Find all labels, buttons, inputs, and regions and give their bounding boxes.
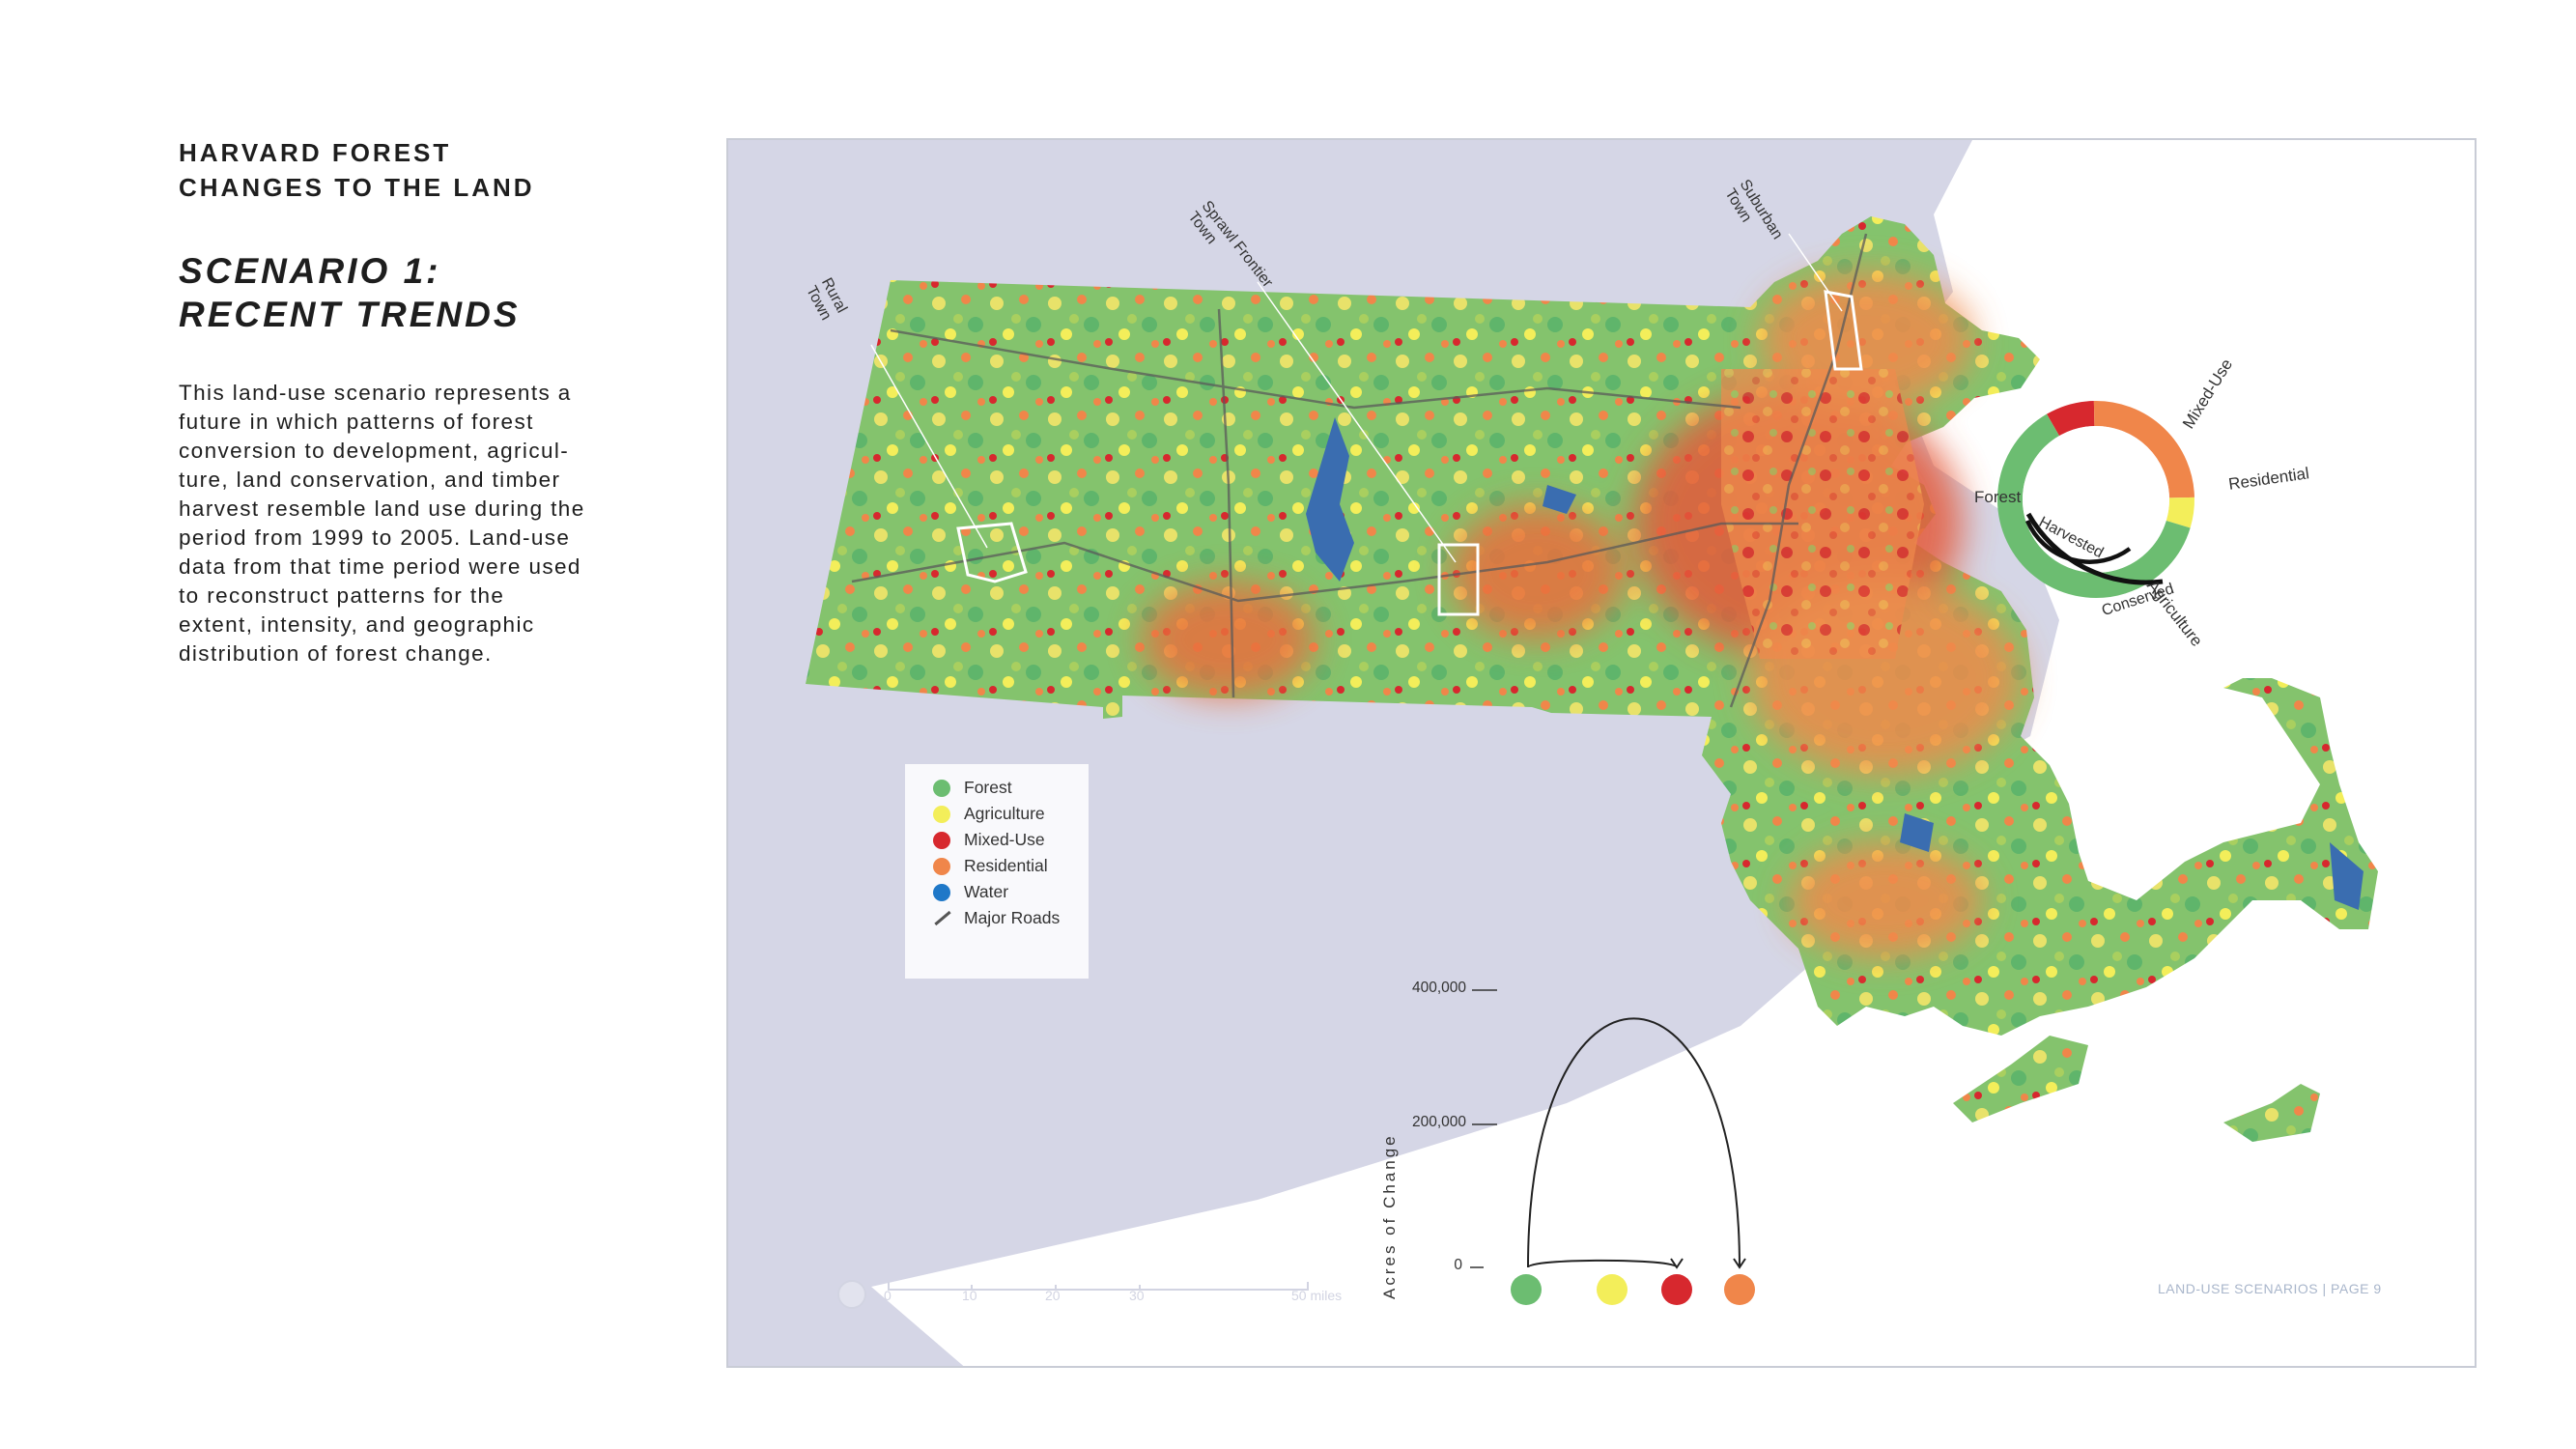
flow-dot-residential xyxy=(1724,1274,1755,1305)
island-marthas-vineyard xyxy=(1953,1036,2088,1122)
legend-item-water: Water xyxy=(933,879,1008,905)
legend-label: Residential xyxy=(964,856,1048,875)
description-line: This land-use scenario represents a xyxy=(179,381,572,405)
scale-bar xyxy=(837,1280,1309,1309)
tick-label-400000: 400,000 xyxy=(1411,980,1466,996)
legend-item-mixed-use: Mixed-Use xyxy=(933,827,1045,853)
map-legend: Forest Agriculture Mixed-Use Residential… xyxy=(905,764,1089,979)
flow-axis-title: Acres of Change xyxy=(1380,1133,1399,1299)
island-nantucket xyxy=(2223,1084,2320,1142)
scale-label-50: 50 miles xyxy=(1291,1288,1343,1303)
water-cape xyxy=(2330,842,2364,910)
residential-swatch-icon xyxy=(933,857,950,875)
forest-swatch-icon xyxy=(933,779,950,797)
urban-area-springfield xyxy=(1142,582,1316,697)
ring-chart xyxy=(1997,401,2194,598)
description-line: distribution of forest change. xyxy=(179,641,493,666)
flow-dots xyxy=(1511,1274,1755,1305)
ring-segment-agriculture xyxy=(2166,497,2194,528)
description-line: ture, land conservation, and timber xyxy=(179,468,561,492)
road-line-icon xyxy=(934,910,951,926)
suburban-callout-line xyxy=(1788,233,1843,312)
legend-item-agriculture: Agriculture xyxy=(933,801,1045,827)
reservoir-quabbin xyxy=(1306,417,1354,582)
scenario-line-1: SCENARIO 1: xyxy=(179,251,441,291)
ring-segment-residential xyxy=(2093,401,2194,498)
legend-label: Major Roads xyxy=(964,908,1061,927)
map-frame: Forest Agriculture Mixed-Use Residential… xyxy=(726,138,2477,1368)
scale-label-0: 0 xyxy=(884,1288,892,1303)
ring-center xyxy=(2023,426,2169,573)
flow-marks xyxy=(1527,1017,1746,1269)
flow-arc-forest-to-residential xyxy=(1527,1017,1741,1268)
description-line: conversion to development, agricul- xyxy=(179,439,570,463)
description-line: period from 1999 to 2005. Land-use xyxy=(179,526,571,550)
agriculture-swatch-icon xyxy=(933,805,950,823)
urban-area-southeast xyxy=(1789,842,1982,958)
flow-arrowhead-icon xyxy=(1670,1258,1684,1269)
road-i91 xyxy=(1217,308,1235,698)
legend-item-residential: Residential xyxy=(933,853,1048,879)
mixed-use-swatch-icon xyxy=(933,831,950,849)
legend-label: Mixed-Use xyxy=(964,830,1045,849)
road-i95 xyxy=(1729,233,1868,708)
flow-dot-mixed-use xyxy=(1661,1274,1692,1305)
scale-label-10: 10 xyxy=(962,1288,977,1303)
suburban-town-boundary xyxy=(1824,290,1863,371)
description-line: to reconstruct patterns for the xyxy=(179,583,505,608)
description-line: data from that time period were used xyxy=(179,554,581,579)
scale-label-20: 20 xyxy=(1045,1288,1061,1303)
legend-label: Water xyxy=(964,882,1009,901)
scenario-title: SCENARIO 1: RECENT TRENDS xyxy=(179,249,521,336)
description-line: future in which patterns of forest xyxy=(179,410,534,434)
page-heading: HARVARD FOREST CHANGES TO THE LAND xyxy=(179,135,535,205)
description-line: extent, intensity, and geographic xyxy=(179,612,535,637)
tick-label-200000: 200,000 xyxy=(1411,1114,1466,1130)
road-mass-pike xyxy=(851,522,1798,603)
sprawl-town-boundary xyxy=(1437,543,1480,616)
urban-area-worcester xyxy=(1451,504,1625,639)
road-route-2 xyxy=(890,328,1741,410)
sprawl-callout-line xyxy=(1257,281,1457,563)
legend-label: Forest xyxy=(964,778,1012,797)
scenario-line-2: RECENT TRENDS xyxy=(179,295,521,334)
title-line-1: HARVARD FOREST xyxy=(179,138,452,167)
title-line-2: CHANGES TO THE LAND xyxy=(179,173,535,202)
flow-dot-forest xyxy=(1511,1274,1542,1305)
flow-arc-forest-to-mixed-use xyxy=(1527,1259,1678,1268)
north-arrow-icon xyxy=(837,1280,866,1309)
reservoir-wachusett xyxy=(1543,485,1576,514)
rural-callout-line xyxy=(870,344,988,549)
legend-label: Agriculture xyxy=(964,804,1045,823)
conserved-arc xyxy=(2025,512,2164,585)
rural-town-boundary xyxy=(956,522,1028,583)
land-use-region xyxy=(806,216,2378,1036)
flow-chart xyxy=(1470,989,1755,1305)
water-swatch-icon xyxy=(933,883,950,901)
flow-arrowhead-icon xyxy=(1733,1258,1746,1269)
ring-segment-mixed-use xyxy=(2047,401,2095,437)
ring-segment-forest xyxy=(1997,413,2191,598)
water-southeast xyxy=(1900,813,1934,852)
flow-dot-agriculture xyxy=(1597,1274,1628,1305)
page-footer: LAND-USE SCENARIOS | PAGE 9 xyxy=(2158,1281,2382,1296)
ring-label-forest: Forest xyxy=(1974,488,2022,506)
description-line: harvest resemble land use during the xyxy=(179,497,585,521)
scale-bar-line xyxy=(888,1282,1309,1291)
scenario-description: This land-use scenario represents a futu… xyxy=(179,379,623,668)
scale-label-30: 30 xyxy=(1129,1288,1145,1303)
legend-item-major-roads: Major Roads xyxy=(933,905,1060,931)
tick-label-0: 0 xyxy=(1454,1257,1462,1273)
legend-item-forest: Forest xyxy=(933,775,1012,801)
metro-pattern xyxy=(1721,369,1924,659)
